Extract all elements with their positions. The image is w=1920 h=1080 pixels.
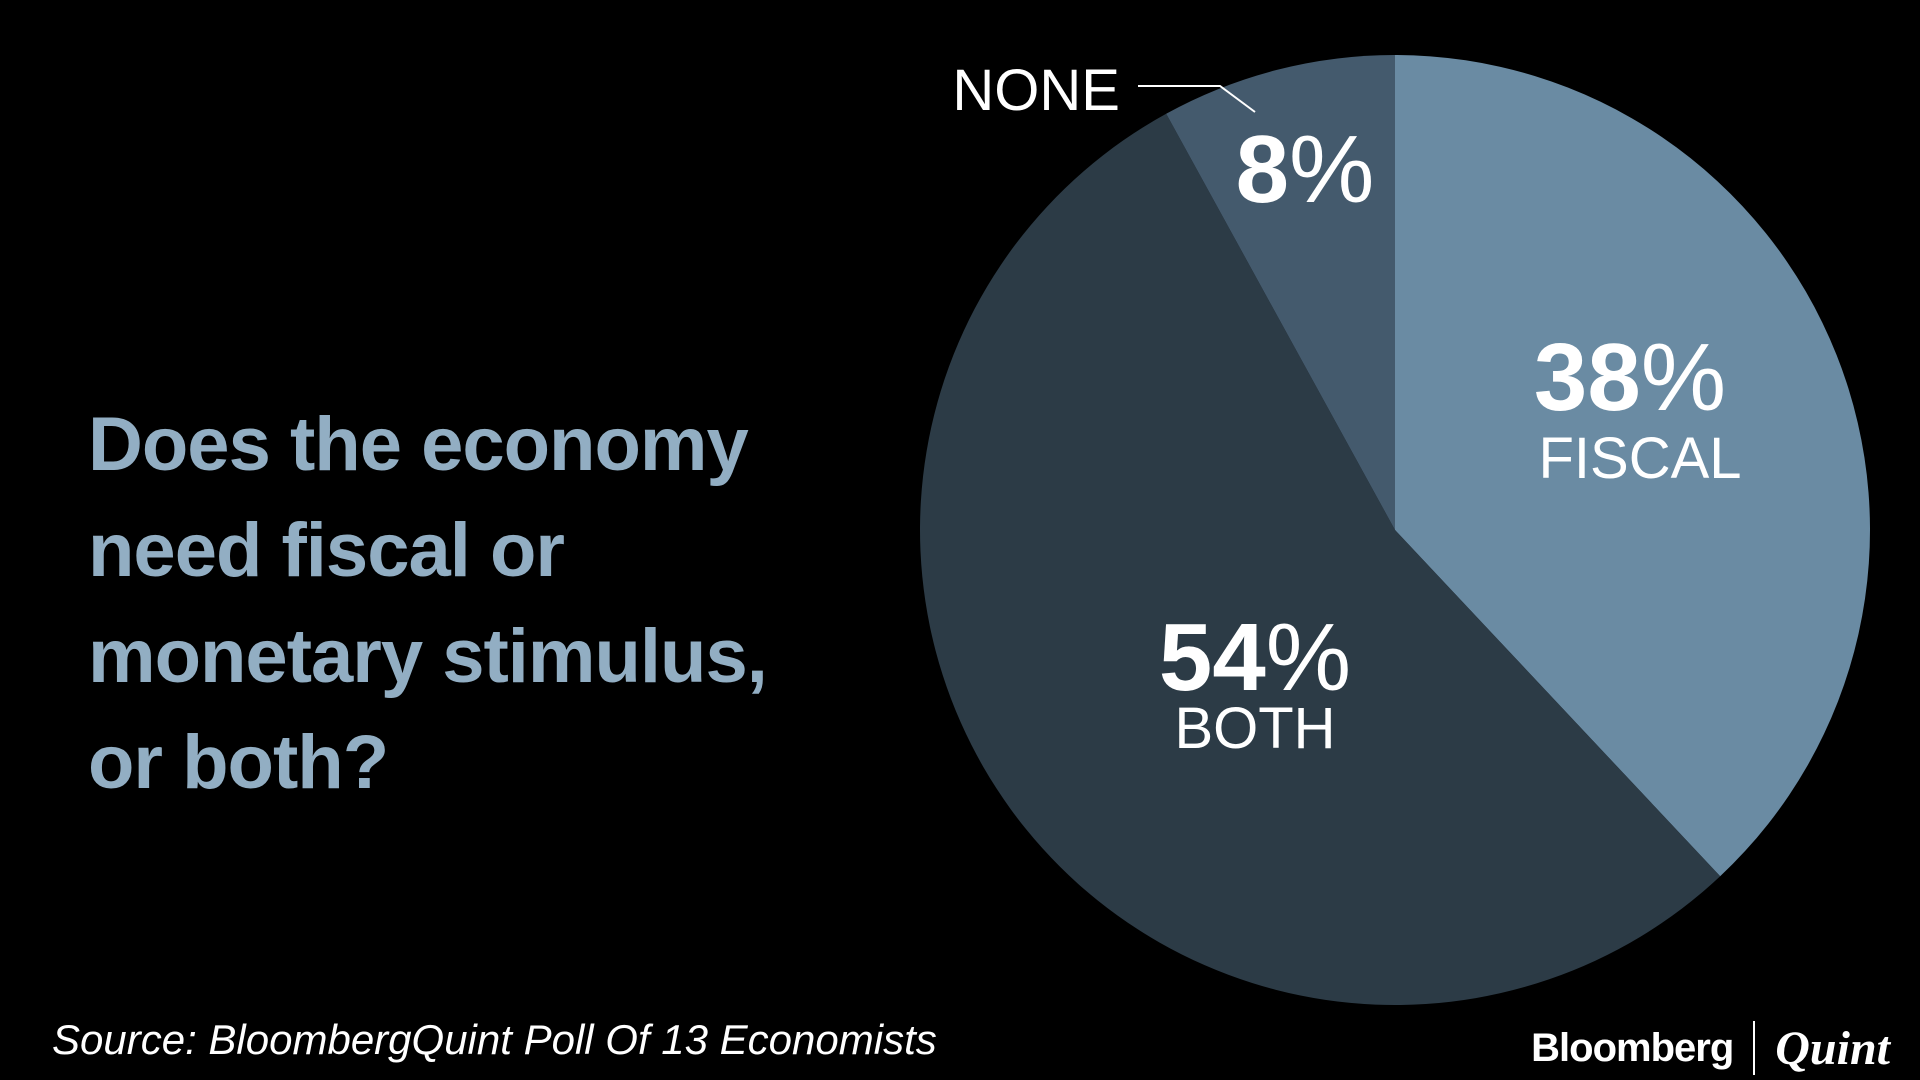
slice-value-number: 38 — [1534, 324, 1641, 431]
logo-bloomberg-text: Bloomberg — [1531, 1025, 1734, 1070]
brand-logo: Bloomberg Quint — [1531, 1018, 1890, 1078]
slice-value-number: 54 — [1159, 604, 1266, 711]
question-line-1: Does the economy — [88, 402, 749, 487]
slice-category-label-both: BOTH — [1174, 696, 1335, 761]
logo-quint-text: Quint — [1775, 1021, 1890, 1075]
callout-leader-line — [1138, 85, 1256, 113]
slice-value-number: 8 — [1236, 116, 1289, 223]
pie-slice-none — [1166, 55, 1395, 530]
slice-value-label-both: 54% — [1159, 604, 1351, 711]
source-note: Source: BloombergQuint Poll Of 13 Econom… — [52, 1016, 937, 1063]
logo-divider — [1753, 1021, 1756, 1075]
slice-value-label-fiscal: 38% — [1534, 324, 1726, 431]
slice-value-label-none: 8% — [1236, 116, 1375, 223]
slice-value-unit: % — [1641, 324, 1726, 431]
question-line-4: or both? — [88, 720, 389, 805]
question-line-2: need fiscal or — [88, 508, 565, 593]
chart-question-title: Does the economy need fiscal or monetary… — [88, 392, 848, 816]
pie-slice-both — [920, 113, 1721, 1005]
question-line-3: monetary stimulus, — [88, 614, 768, 699]
pie-slices — [920, 55, 1871, 1005]
slice-value-unit: % — [1289, 116, 1374, 223]
pie-slice-fiscal — [1395, 55, 1871, 877]
slice-category-label-none: NONE — [952, 58, 1120, 123]
slice-category-label-fiscal: FISCAL — [1538, 426, 1741, 491]
slice-value-unit: % — [1266, 604, 1351, 711]
